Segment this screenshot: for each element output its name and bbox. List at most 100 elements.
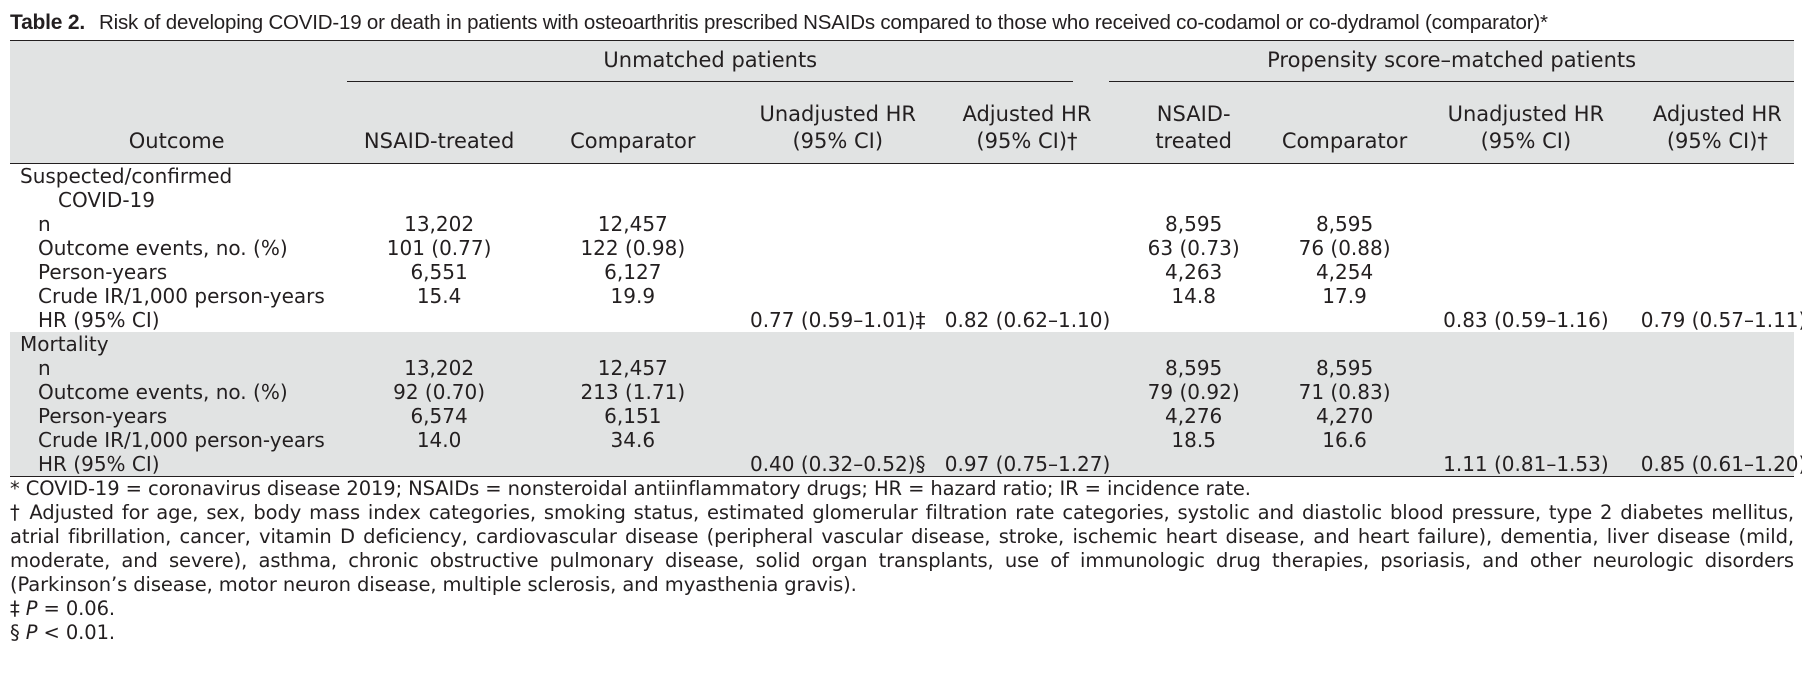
cell-adjusted-hr	[945, 404, 1109, 428]
footnotes: * COVID-19 = coronavirus disease 2019; N…	[10, 477, 1794, 645]
cell-comparator-matched	[1278, 308, 1411, 332]
cell-nsaid-matched: 18.5	[1171, 428, 1216, 452]
cell-nsaid-matched: 4,276	[1165, 404, 1223, 428]
row-label: n	[38, 212, 51, 236]
cell-nsaid	[343, 452, 535, 477]
row-label: n	[38, 356, 51, 380]
cell-unadjusted-hr-matched	[1411, 284, 1641, 308]
row-label: Outcome events, no. (%)	[38, 236, 288, 260]
row-label: HR (95% CI)	[38, 308, 160, 332]
table-row: Person-years 6,574 6,151 4,276 4,270	[10, 404, 1794, 428]
footnote-adjustment: † Adjusted for age, sex, body mass index…	[10, 501, 1794, 596]
cell-nsaid: 14.0	[416, 428, 462, 452]
table-row: n 13,202 12,457 8,595 8,595	[10, 356, 1794, 380]
column-header-nsaid-matched: NSAID-treated	[1109, 85, 1279, 164]
cell-unadjusted-hr-matched	[1411, 236, 1641, 260]
cell-comparator	[534, 452, 731, 477]
cell-comparator	[535, 308, 731, 332]
cell-adjusted-hr-matched	[1641, 380, 1794, 404]
cell-adjusted-hr-matched	[1641, 284, 1794, 308]
cell-nsaid-matched: 4,263	[1165, 260, 1223, 284]
table-row: HR (95% CI) 0.77 (0.59–1.01)‡ 0.82 (0.62…	[10, 308, 1802, 332]
cell-comparator-matched: 4,254	[1315, 260, 1374, 284]
cell-unadjusted-hr	[731, 212, 945, 236]
cell-adjusted-hr-matched	[1641, 260, 1794, 284]
section-mortality: Mortality n 13,202 12,457 8,595 8,595 Ou…	[10, 332, 1802, 477]
cell-nsaid-matched: 63 (0.73)	[1147, 236, 1240, 260]
cell-unadjusted-hr: 0.40 (0.32–0.52)§	[730, 452, 945, 477]
cell-comparator-matched: 8,595	[1315, 212, 1374, 236]
cell-adjusted-hr-matched	[1641, 356, 1794, 380]
cell-adjusted-hr-matched	[1641, 212, 1794, 236]
cell-unadjusted-hr-matched	[1411, 260, 1641, 284]
section-covid: Suspected/confirmed COVID-19 n 13,202 12…	[10, 163, 1802, 332]
table-header: Unmatched patients Propensity score–matc…	[10, 40, 1794, 164]
table-row: n 13,202 12,457 8,595 8,595	[10, 212, 1794, 236]
cell-unadjusted-hr	[731, 284, 945, 308]
row-label: Person-years	[38, 260, 168, 284]
cell-nsaid	[343, 308, 534, 332]
column-header-adjusted-hr-matched: Adjusted HR (95% CI)†	[1640, 85, 1794, 164]
cell-nsaid-matched: 8,595	[1165, 212, 1223, 236]
column-header-comparator-matched: Comparator	[1278, 85, 1412, 164]
cell-adjusted-hr-matched: 0.79 (0.57–1.11)	[1640, 308, 1802, 332]
cell-adjusted-hr: 0.97 (0.75–1.27)	[944, 452, 1111, 477]
cell-unadjusted-hr	[731, 236, 945, 260]
cell-adjusted-hr	[945, 380, 1109, 404]
cell-adjusted-hr	[945, 428, 1109, 452]
cell-nsaid: 13,202	[404, 212, 475, 236]
row-label: Person-years	[38, 404, 168, 428]
section-title-continued: COVID-19	[58, 188, 156, 212]
cell-adjusted-hr-matched: 0.85 (0.61–1.20)	[1640, 452, 1802, 477]
group-header-unmatched: Unmatched patients	[343, 40, 1110, 85]
cell-adjusted-hr-matched	[1641, 236, 1794, 260]
cell-adjusted-hr	[945, 284, 1109, 308]
cell-nsaid: 92 (0.70)	[393, 380, 486, 404]
column-header-nsaid: NSAID-treated	[343, 85, 535, 164]
cell-comparator: 6,151	[604, 404, 662, 428]
cell-adjusted-hr	[945, 236, 1109, 260]
cell-comparator-matched: 17.9	[1322, 284, 1367, 308]
cell-nsaid-matched: 79 (0.92)	[1147, 380, 1240, 404]
table-row: Crude IR/1,000 person-years 15.4 19.9 14…	[10, 284, 1794, 308]
table-caption: Table 2. Risk of developing COVID-19 or d…	[10, 8, 1794, 40]
cell-adjusted-hr	[945, 356, 1109, 380]
section-title: Mortality	[20, 332, 109, 356]
cell-comparator-matched	[1278, 452, 1412, 477]
cell-comparator-matched: 16.6	[1322, 428, 1367, 452]
table-row: HR (95% CI) 0.40 (0.32–0.52)§ 0.97 (0.75…	[10, 452, 1802, 477]
cell-comparator: 6,127	[604, 260, 662, 284]
cell-comparator-matched: 71 (0.83)	[1298, 380, 1391, 404]
cell-unadjusted-hr-matched	[1411, 404, 1641, 428]
cell-unadjusted-hr-matched	[1411, 212, 1641, 236]
cell-nsaid-matched: 14.8	[1171, 284, 1216, 308]
cell-adjusted-hr-matched	[1641, 404, 1794, 428]
footnote-p-value-2: § P < 0.01.	[10, 621, 115, 644]
cell-comparator-matched: 76 (0.88)	[1298, 236, 1391, 260]
cell-nsaid-matched	[1109, 452, 1279, 477]
cell-unadjusted-hr	[731, 404, 945, 428]
table-row: Outcome events, no. (%) 101 (0.77) 122 (…	[10, 236, 1794, 260]
column-header-unadjusted-hr-matched: Unadjusted HR (95% CI)	[1411, 85, 1641, 164]
cell-comparator-matched: 4,270	[1315, 404, 1374, 428]
column-header-unadjusted-hr: Unadjusted HR (95% CI)	[730, 85, 945, 164]
cell-nsaid: 6,551	[410, 260, 468, 284]
cell-unadjusted-hr-matched	[1411, 428, 1641, 452]
cell-comparator: 12,457	[597, 212, 668, 236]
footnote-p-value-1: ‡ P = 0.06.	[10, 597, 115, 620]
cell-unadjusted-hr-matched	[1411, 356, 1641, 380]
cell-nsaid-matched	[1109, 308, 1278, 332]
table-row: Person-years 6,551 6,127 4,263 4,254	[10, 260, 1794, 284]
cell-unadjusted-hr	[731, 356, 945, 380]
cell-comparator: 213 (1.71)	[580, 380, 686, 404]
header-spacer	[10, 40, 344, 85]
cell-adjusted-hr: 0.82 (0.62–1.10)	[944, 308, 1111, 332]
table-figure: Table 2. Risk of developing COVID-19 or d…	[10, 8, 1802, 645]
cell-nsaid-matched: 8,595	[1165, 356, 1223, 380]
group-header-matched: Propensity score–matched patients	[1109, 40, 1794, 85]
results-table: Unmatched patients Propensity score–matc…	[10, 40, 1802, 477]
cell-nsaid: 15.4	[416, 284, 462, 308]
table-title: Risk of developing COVID-19 or death in …	[99, 11, 1548, 34]
cell-unadjusted-hr	[731, 428, 945, 452]
column-header-outcome: Outcome	[10, 85, 344, 164]
